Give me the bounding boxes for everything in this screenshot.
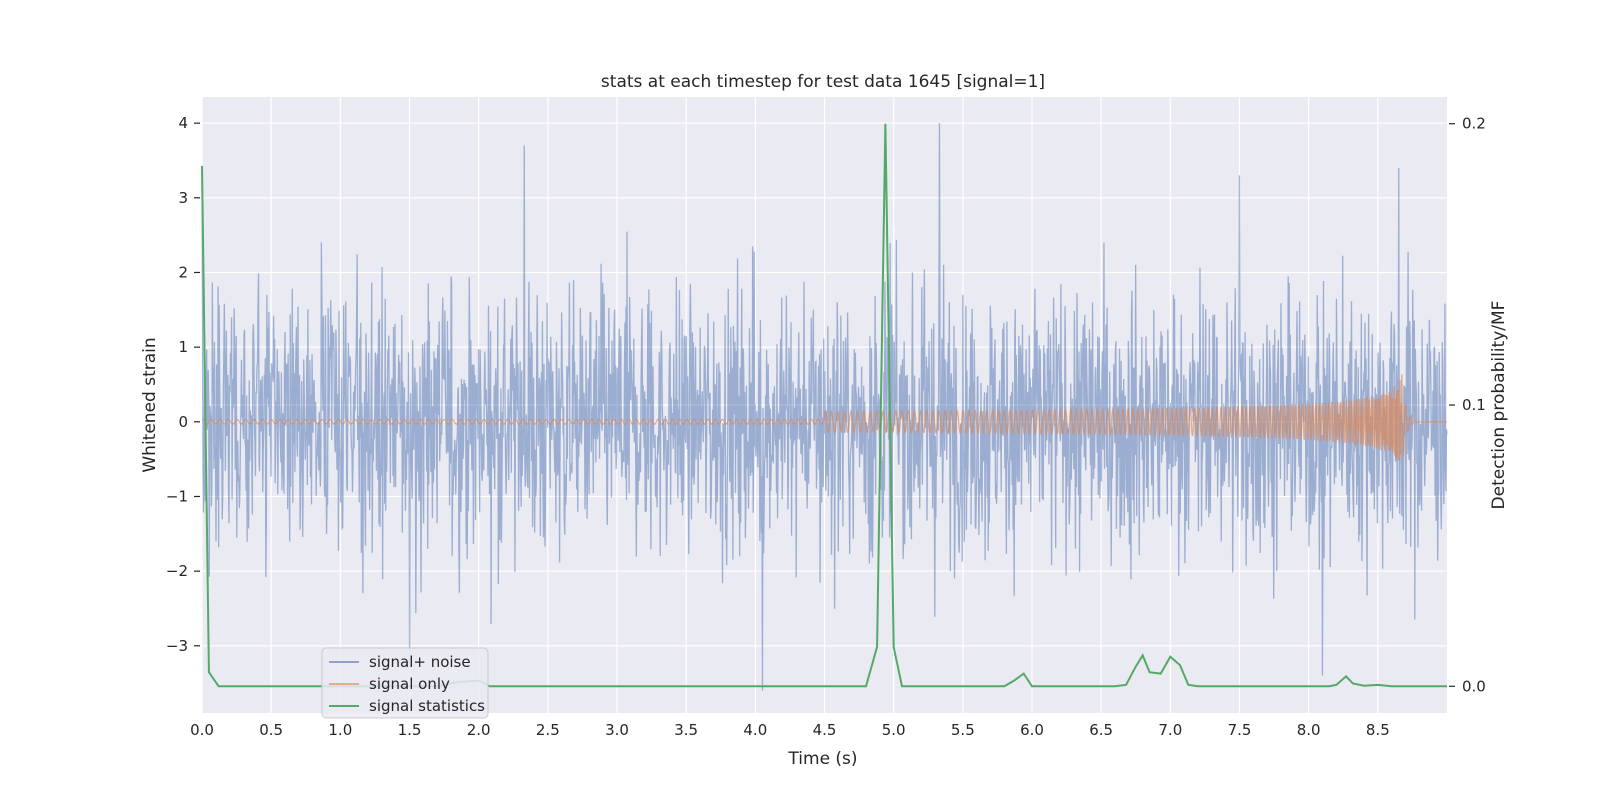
x-tick-label: 4.0	[743, 721, 767, 739]
chart-title: stats at each timestep for test data 164…	[601, 72, 1045, 92]
x-tick-label: 7.5	[1228, 721, 1252, 739]
x-axis-ticks: 0.0 0.5 1.0 1.5 2.0 2.5 3.0 3.5 4.0 4.5 5.0 5.5 6.0 6…	[190, 721, 1390, 739]
y2-tick-label: 0.1	[1462, 396, 1486, 414]
legend-label: signal statistics	[369, 697, 485, 715]
y-tick-label: 2	[178, 263, 188, 281]
x-tick-label: 7.0	[1158, 721, 1182, 739]
x-tick-label: 0.0	[190, 721, 214, 739]
x-tick-label: 4.5	[813, 721, 837, 739]
signal-only-line	[201, 374, 1447, 461]
signal-noise-series	[201, 123, 1448, 691]
x-tick-label: 2.0	[467, 721, 491, 739]
x-tick-label: 5.0	[882, 721, 906, 739]
x-tick-label: 8.5	[1366, 721, 1390, 739]
x-tick-label: 6.5	[1089, 721, 1113, 739]
x-tick-label: 8.0	[1297, 721, 1321, 739]
y2-tick-label: 0.0	[1462, 677, 1486, 695]
y-axis-label: Whitened strain	[140, 337, 160, 472]
x-tick-label: 3.5	[674, 721, 698, 739]
y2-axis-ticks: 0.2 0.1 0.0	[1449, 115, 1486, 695]
x-tick-label: 1.5	[398, 721, 422, 739]
x-axis-label: Time (s)	[787, 749, 857, 769]
x-tick-label: 1.0	[328, 721, 352, 739]
y-tick-label: −2	[166, 562, 188, 580]
y-tick-label: −1	[166, 487, 188, 505]
y2-tick-label: 0.2	[1462, 115, 1486, 133]
y-tick-label: −3	[166, 637, 188, 655]
y-tick-label: 3	[178, 189, 188, 207]
y-tick-label: 4	[178, 114, 188, 132]
y-tick-label: 0	[178, 413, 188, 431]
x-tick-label: 2.5	[536, 721, 560, 739]
legend: signal+ noise signal only signal statistic…	[321, 647, 489, 719]
signal-noise-line	[201, 123, 1448, 691]
x-tick-label: 3.0	[605, 721, 629, 739]
signal-only-series	[201, 374, 1447, 461]
legend-label: signal+ noise	[369, 653, 471, 671]
y-axis-ticks: 4 3 2 1 0 −1 −2 −3	[166, 114, 200, 655]
x-tick-label: 6.0	[1020, 721, 1044, 739]
x-tick-label: 0.5	[259, 721, 283, 739]
legend-box	[321, 647, 489, 719]
y-tick-label: 1	[178, 338, 188, 356]
x-tick-label: 5.5	[951, 721, 975, 739]
legend-label: signal only	[369, 675, 450, 693]
y2-axis-label: Detection probability/MF	[1489, 301, 1509, 510]
